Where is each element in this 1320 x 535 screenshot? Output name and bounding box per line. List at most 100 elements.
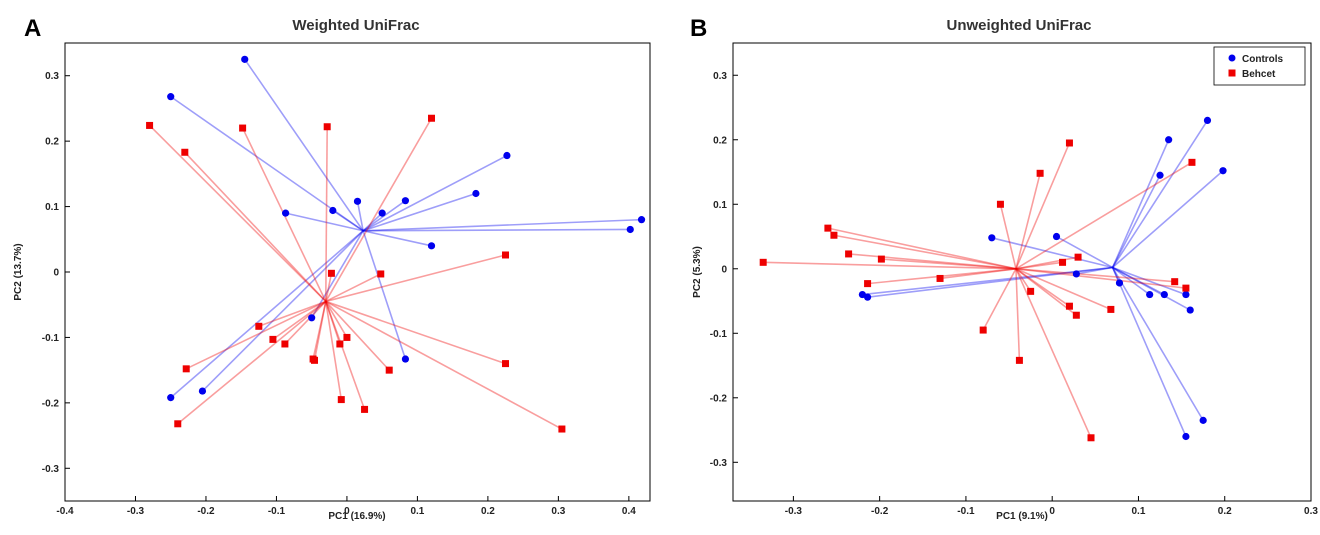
behcet-point	[845, 250, 853, 258]
controls-point	[378, 209, 386, 217]
controls-point	[198, 387, 207, 395]
behcet-point	[146, 121, 154, 129]
y-tick-label: 0	[53, 268, 59, 279]
controls-point	[863, 293, 872, 301]
controls-spider-line	[1111, 267, 1187, 437]
panel-a-x-axis-label: PC1 (16.9%)	[328, 511, 385, 522]
controls-spider-line	[285, 212, 364, 232]
behcet-spider-line	[325, 117, 433, 302]
controls-point	[167, 93, 175, 101]
behcet-spider-line	[1015, 267, 1175, 283]
behcet-point	[182, 365, 190, 373]
behcet-spider-line	[1015, 268, 1112, 311]
controls-point	[1072, 270, 1080, 278]
x-tick-label: 0.2	[481, 506, 495, 517]
behcet-spider-line	[149, 124, 327, 303]
legend-controls-label: Controls	[1242, 54, 1284, 65]
controls-spider-line	[1111, 119, 1209, 268]
x-tick-label: -0.2	[197, 506, 215, 517]
controls-spider-line	[1112, 170, 1224, 269]
y-tick-label: 0.1	[713, 200, 727, 211]
behcet-spider-line	[1015, 173, 1041, 269]
x-tick-label: -0.4	[56, 506, 74, 517]
behcet-point	[428, 114, 436, 122]
controls-point	[401, 197, 410, 205]
x-tick-label: -0.1	[957, 506, 975, 517]
y-tick-label: -0.1	[42, 333, 60, 344]
x-tick-label: 0	[1049, 506, 1055, 517]
behcet-spider-line	[1015, 268, 1092, 439]
panel-letter-a: A	[24, 15, 41, 42]
controls-spider-line	[1112, 266, 1165, 296]
panel-letter-b: B	[690, 15, 707, 42]
controls-point	[1156, 171, 1164, 179]
x-tick-label: 0.3	[551, 506, 565, 517]
controls-point	[637, 216, 646, 224]
controls-point	[427, 242, 436, 250]
behcet-point	[979, 326, 987, 334]
behcet-point	[1072, 311, 1080, 319]
controls-spider-line	[362, 212, 383, 232]
controls-spider-line	[201, 230, 364, 392]
behcet-spider-line	[1015, 261, 1063, 270]
panel-a-points	[146, 55, 646, 433]
behcet-spider-line	[1015, 268, 1021, 361]
behcet-point	[1015, 356, 1023, 364]
controls-point	[282, 209, 290, 217]
panel-a-y-axis-label: PC2 (13.7%)	[13, 243, 24, 300]
y-tick-label: -0.2	[42, 398, 60, 409]
controls-point	[308, 314, 316, 322]
controls-point	[1115, 279, 1124, 287]
controls-point	[626, 225, 634, 234]
legend-box	[1213, 46, 1306, 86]
controls-point	[1219, 167, 1227, 175]
behcet-spider-line	[324, 273, 333, 302]
controls-spider-line	[362, 154, 508, 232]
y-tick-label: 0.2	[45, 137, 59, 148]
x-tick-label: -0.2	[871, 506, 889, 517]
behcet-spider-line	[324, 126, 328, 302]
legend-controls-marker	[1228, 54, 1236, 62]
behcet-point	[864, 280, 872, 288]
controls-spider-line	[362, 230, 407, 360]
behcet-point	[1027, 287, 1035, 295]
behcet-spider-line	[325, 254, 506, 303]
controls-point	[401, 355, 410, 363]
behcet-point	[1107, 305, 1115, 313]
behcet-spider-line	[185, 300, 327, 370]
controls-spider-line	[362, 229, 432, 247]
controls-spider-line	[1112, 266, 1187, 296]
y-tick-label: 0.1	[45, 202, 59, 213]
behcet-spider-line	[272, 300, 327, 341]
controls-point	[329, 206, 337, 215]
panel-a-spider-lines	[149, 58, 642, 430]
behcet-point	[1065, 302, 1073, 310]
controls-point	[472, 189, 480, 198]
y-tick-label: 0.3	[713, 71, 727, 82]
x-tick-label: 0.1	[410, 506, 424, 517]
controls-spider-line	[363, 228, 631, 232]
behcet-point	[1171, 278, 1179, 286]
behcet-point	[1182, 284, 1190, 292]
behcet-point	[1188, 158, 1196, 166]
controls-point	[1160, 290, 1168, 299]
y-tick-label: -0.3	[42, 464, 60, 475]
behcet-spider-line	[177, 300, 327, 425]
controls-point	[988, 234, 996, 242]
behcet-point	[323, 123, 331, 131]
controls-spider-line	[1111, 267, 1204, 421]
controls-spider-line	[244, 58, 364, 232]
panel-b-points	[759, 116, 1227, 442]
behcet-point	[936, 274, 944, 282]
behcet-spider-line	[325, 300, 506, 365]
behcet-spider-line	[1015, 268, 1070, 307]
controls-spider-line	[332, 209, 364, 232]
behcet-point	[1065, 139, 1073, 147]
behcet-point	[255, 322, 263, 330]
controls-point	[1203, 116, 1212, 125]
behcet-spider-line	[258, 300, 327, 328]
controls-spider-line	[363, 218, 642, 232]
behcet-point	[877, 255, 885, 263]
controls-point	[353, 197, 362, 205]
behcet-point	[502, 360, 510, 368]
